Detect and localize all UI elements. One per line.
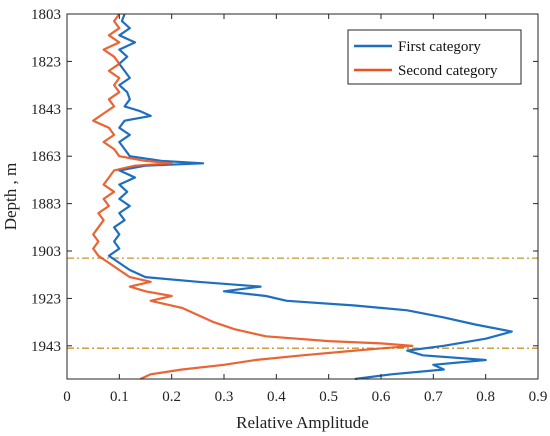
y-tick-label: 1943 [31,339,61,355]
y-tick-label: 1923 [31,291,61,307]
x-tick-label: 0.6 [372,389,391,405]
x-tick-label: 0 [63,389,71,405]
legend-label-second-category: Second category [398,63,498,79]
x-tick-label: 0.3 [215,389,234,405]
x-tick-label: 0.8 [476,389,495,405]
x-tick-label: 0.5 [319,389,338,405]
series-line-second-category [92,13,414,381]
x-axis-label: Relative Amplitude [236,413,369,432]
x-axis: 0 0.1 0.2 0.3 0.4 0.5 0.6 0.7 0.8 0.9 [63,14,547,405]
y-tick-label: 1883 [31,197,61,213]
y-tick-label: 1803 [31,7,61,23]
x-tick-label: 0.1 [110,389,129,405]
legend-label-first-category: First category [398,39,481,55]
y-tick-label: 1823 [31,54,61,70]
y-axis-label: Depth , m [1,163,20,231]
x-tick-label: 0.2 [162,389,181,405]
y-tick-label: 1863 [31,149,61,165]
x-tick-label: 0.9 [529,389,548,405]
y-tick-label: 1843 [31,102,61,118]
y-axis: 1803 1823 1843 1863 1883 1903 1923 1943 [31,7,538,355]
x-tick-label: 0.7 [424,389,443,405]
y-tick-label: 1903 [31,244,61,260]
legend: First category Second category [347,29,522,85]
axes-box [66,13,539,380]
legend-box [347,29,522,85]
x-tick-label: 0.4 [267,389,286,405]
series-line-first-category [107,13,513,381]
reference-lines [67,257,538,349]
series-lines [92,13,513,381]
